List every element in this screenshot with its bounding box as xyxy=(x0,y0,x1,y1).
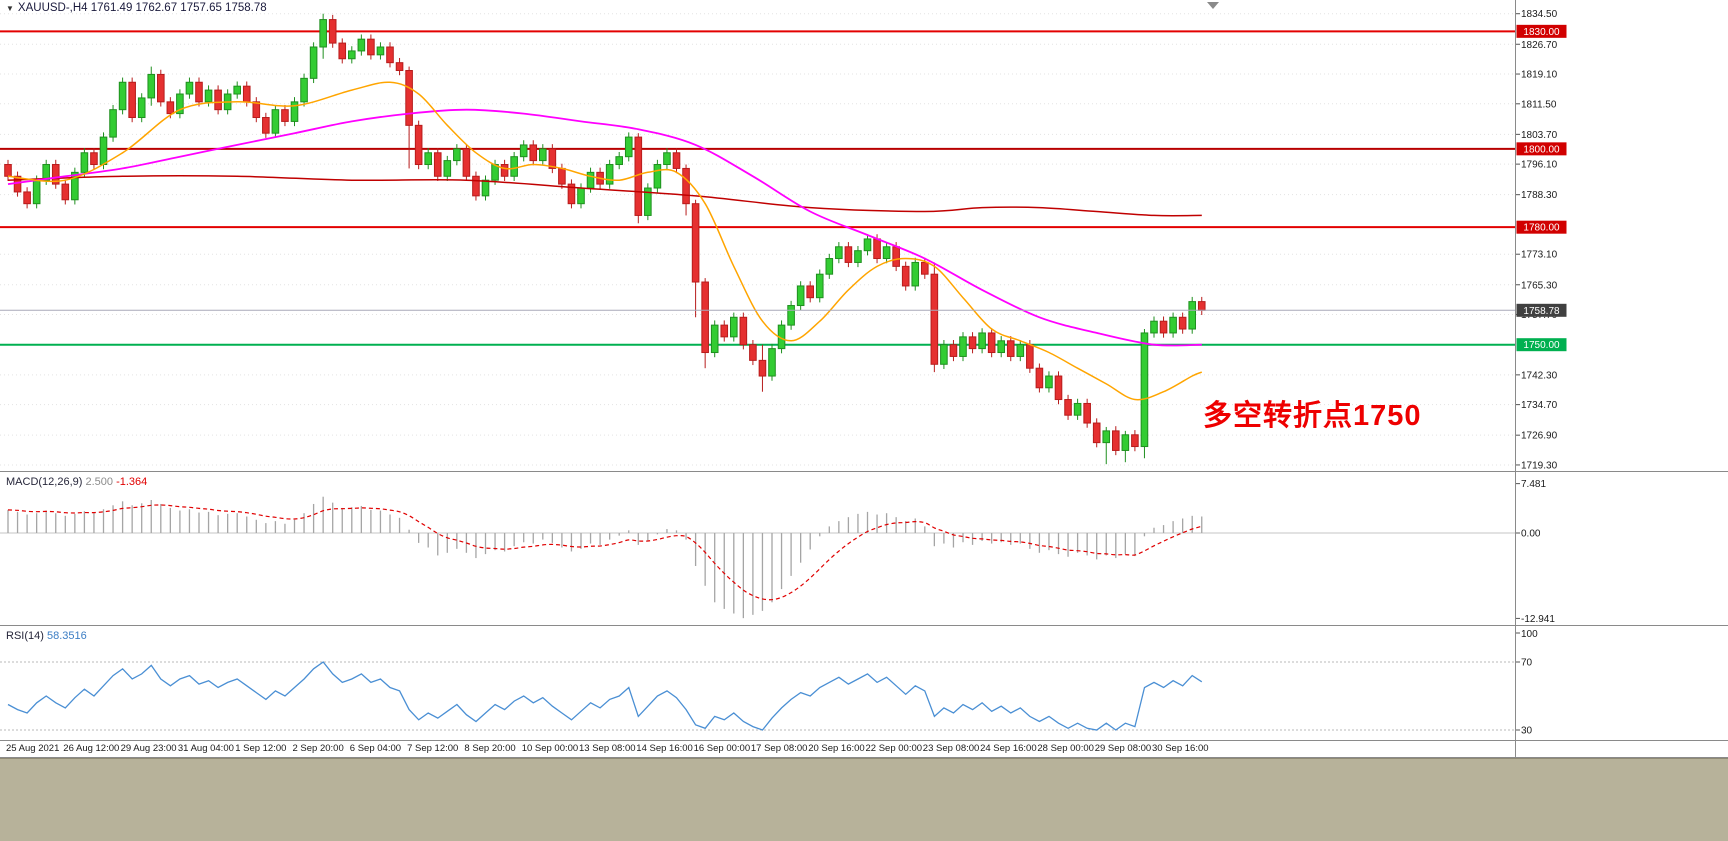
ma-slow xyxy=(7,175,1202,217)
time-axis-label: 10 Sep 00:00 xyxy=(521,743,579,754)
price-axis[interactable]: 1834.50 1826.70 1819.10 1811.50 1803.70 1796.… xyxy=(1516,9,1567,471)
time-axis-label: 24 Sep 16:00 xyxy=(980,743,1037,754)
time-axis-label: 8 Sep 20:00 xyxy=(464,743,516,754)
rsi-tick-label: 30 xyxy=(1521,726,1533,737)
moving-averages xyxy=(7,81,1203,401)
price-badge xyxy=(1516,220,1567,234)
time-axis-label: 22 Sep 00:00 xyxy=(865,743,923,754)
price-tick-label: 1803.70 xyxy=(1521,130,1558,141)
macd-tick-label: -12.941 xyxy=(1521,614,1555,625)
horizontal-level-lines[interactable] xyxy=(0,30,1516,346)
symbol-dropdown-icon[interactable]: ▼ xyxy=(6,3,14,13)
price-tick-label: 1796.10 xyxy=(1521,160,1558,171)
price-tick-label: 1819.10 xyxy=(1521,70,1558,81)
chart-shift-marker-icon[interactable] xyxy=(1207,2,1219,9)
time-axis-label: 14 Sep 16:00 xyxy=(636,743,693,754)
time-axis-label: 16 Sep 00:00 xyxy=(693,743,751,754)
panel-separator-macd[interactable] xyxy=(0,471,1728,472)
time-axis-label: 26 Aug 12:00 xyxy=(63,743,120,754)
macd-signal-line xyxy=(7,504,1202,601)
price-badge-label: 1758.78 xyxy=(1523,306,1560,317)
time-axis-label: 29 Aug 23:00 xyxy=(120,743,177,754)
time-axis-label: 20 Sep 16:00 xyxy=(808,743,865,754)
ma-mid xyxy=(7,108,1202,347)
window-bottom-strip xyxy=(0,758,1728,841)
price-axis-separator xyxy=(1515,0,1516,757)
time-axis-separator xyxy=(0,740,1728,741)
rsi-tick-label: 100 xyxy=(1521,629,1538,640)
price-tick-label: 1734.70 xyxy=(1521,400,1558,411)
time-axis-label: 29 Sep 08:00 xyxy=(1094,743,1152,754)
main-price-panel[interactable]: 1834.50 1826.70 1819.10 1811.50 1803.70 1796.… xyxy=(0,0,1728,471)
time-axis-label: 7 Sep 12:00 xyxy=(407,743,459,754)
price-badge-label: 1750.00 xyxy=(1523,340,1560,351)
macd-panel[interactable]: MACD(12,26,9) 2.500 -1.364 7.481 0.00 -12.9… xyxy=(0,472,1728,625)
chart-title-text: XAUUSD-,H4 1761.49 1762.67 1757.65 1758.… xyxy=(17,2,267,14)
price-tick-label: 1811.50 xyxy=(1521,99,1557,110)
rsi-line xyxy=(7,661,1203,731)
macd-histogram xyxy=(7,496,1203,619)
price-tick-label: 1834.50 xyxy=(1521,9,1558,20)
annotation-text: 多空转折点1750 xyxy=(1203,400,1422,432)
time-axis-label: 17 Sep 08:00 xyxy=(750,743,808,754)
price-badge xyxy=(1516,338,1567,352)
price-badge xyxy=(1516,142,1567,156)
time-axis[interactable]: 25 Aug 2021 26 Aug 12:00 29 Aug 23:00 31 Au… xyxy=(0,741,1728,757)
time-axis-label: 2 Sep 20:00 xyxy=(292,743,344,754)
price-tick-label: 1765.30 xyxy=(1521,280,1558,291)
price-badge-label: 1800.00 xyxy=(1523,144,1560,155)
macd-label: MACD(12,26,9) 2.500 -1.364 xyxy=(6,476,147,488)
price-badge xyxy=(1516,303,1567,317)
time-axis-label: 30 Sep 16:00 xyxy=(1152,743,1209,754)
rsi-label: RSI(14) 58.3516 xyxy=(6,630,87,642)
price-tick-label: 1773.10 xyxy=(1521,250,1558,261)
window-edge-separator xyxy=(0,757,1728,758)
rsi-panel[interactable]: RSI(14) 58.3516 100 70 30 xyxy=(0,626,1728,740)
price-tick-label: 1788.30 xyxy=(1521,190,1558,201)
time-axis-label: 1 Sep 12:00 xyxy=(235,743,287,754)
price-badge xyxy=(1516,24,1567,38)
panel-separator-rsi[interactable] xyxy=(0,625,1728,626)
time-axis-label: 23 Sep 08:00 xyxy=(922,743,980,754)
time-axis-label: 25 Aug 2021 xyxy=(6,743,60,754)
candlesticks xyxy=(4,13,1206,465)
time-axis-label: 13 Sep 08:00 xyxy=(579,743,636,754)
macd-tick-label: 0.00 xyxy=(1521,529,1541,540)
macd-tick-label: 7.481 xyxy=(1521,479,1546,490)
time-axis-label: 31 Aug 04:00 xyxy=(177,743,234,754)
price-tick-label: 1742.30 xyxy=(1521,370,1558,381)
time-axis-label: 6 Sep 04:00 xyxy=(349,743,402,754)
ma-fast xyxy=(7,81,1203,401)
price-badge-label: 1780.00 xyxy=(1523,223,1560,234)
rsi-tick-label: 70 xyxy=(1521,658,1533,669)
time-axis-label: 28 Sep 00:00 xyxy=(1037,743,1094,754)
price-tick-label: 1719.30 xyxy=(1521,460,1558,471)
chart-title: ▼ XAUUSD-,H4 1761.49 1762.67 1757.65 175… xyxy=(6,2,267,14)
price-tick-label: 1726.90 xyxy=(1521,431,1558,442)
price-badge-label: 1830.00 xyxy=(1523,27,1560,38)
price-tick-label: 1826.70 xyxy=(1521,40,1558,51)
